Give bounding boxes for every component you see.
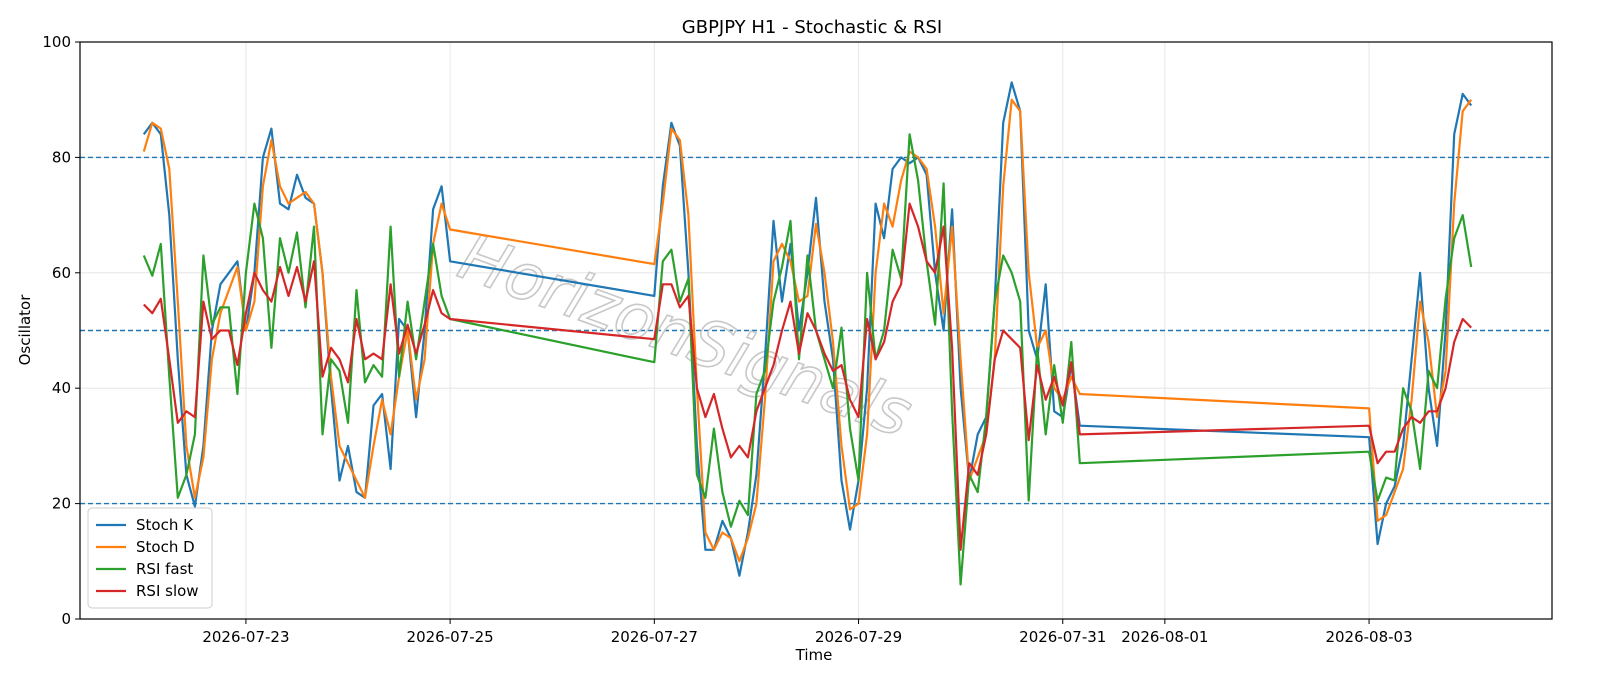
legend-label: Stoch D (136, 538, 195, 556)
y-tick-label: 80 (52, 148, 71, 166)
legend-box (87, 507, 213, 609)
x-tick-label: 2026-07-31 (1019, 628, 1106, 646)
series-line-rsi-fast (142, 133, 1473, 586)
x-axis-label: Time (795, 646, 833, 664)
series-line-stoch-k (142, 81, 1473, 577)
chart-title: GBPJPY H1 - Stochastic & RSI (682, 17, 942, 38)
series-line-rsi-slow (143, 202, 1472, 551)
legend: Stoch K Stoch D RSI fast RSI slow (87, 507, 213, 609)
legend-label: RSI fast (136, 560, 193, 578)
x-axis: 2026-07-23 2026-07-25 2026-07-27 2026-07-29… (202, 619, 1413, 646)
legend-label: Stoch K (136, 516, 194, 534)
y-tick-label: 60 (52, 264, 71, 282)
x-tick-label: 2026-07-25 (407, 628, 494, 646)
plot-area-frame (79, 41, 1553, 620)
legend-label: RSI slow (136, 582, 199, 600)
x-tick-label: 2026-07-23 (202, 628, 289, 646)
y-axis: 0 20 40 60 80 100 (42, 33, 80, 628)
x-tick-label: 2026-07-27 (611, 628, 698, 646)
series-lines (142, 81, 1473, 586)
y-axis-label: Oscillator (16, 294, 34, 366)
x-tick-label: 2026-08-03 (1325, 628, 1412, 646)
y-tick-label: 100 (42, 33, 71, 51)
x-tick-label: 2026-08-01 (1121, 628, 1208, 646)
x-tick-label: 2026-07-29 (815, 628, 902, 646)
series-line-stoch-d (142, 98, 1473, 563)
y-tick-label: 40 (52, 379, 71, 397)
y-tick-label: 20 (52, 495, 71, 513)
y-tick-label: 0 (61, 610, 71, 628)
